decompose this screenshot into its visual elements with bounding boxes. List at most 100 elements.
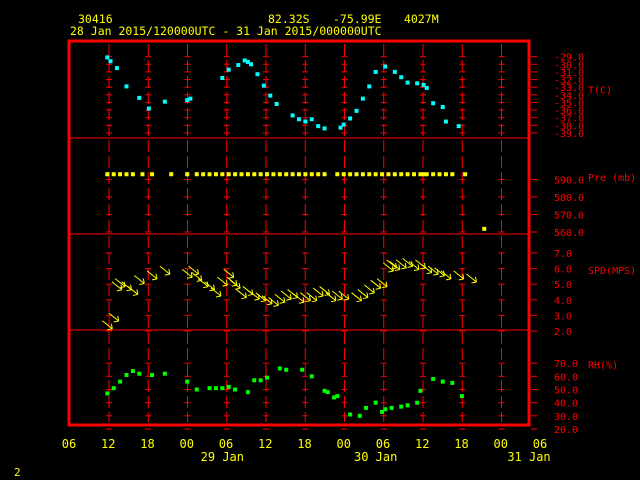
x-tick-label: 06 xyxy=(533,437,547,451)
wind-arrow-head xyxy=(369,292,375,295)
rh-point xyxy=(185,379,190,384)
wind-arrow-head xyxy=(458,278,464,281)
pressure-point xyxy=(213,172,218,177)
y-tick-label: -37.0 xyxy=(554,114,584,125)
temperature-point xyxy=(399,75,404,80)
wind-arrow xyxy=(248,290,260,300)
panel-label-pressure: Pre (mb) xyxy=(588,173,636,184)
pressure-point xyxy=(201,172,206,177)
rh-point xyxy=(124,373,129,378)
panel-label-rh: RH(%) xyxy=(588,361,618,372)
wind-arrow-head xyxy=(222,284,228,287)
wind-arrow-head xyxy=(113,320,119,323)
wind-arrow xyxy=(127,286,139,295)
pressure-point xyxy=(463,172,468,177)
page-number: 2 xyxy=(14,466,21,479)
pressure-point xyxy=(130,172,135,177)
rh-point xyxy=(364,405,369,410)
rh-point xyxy=(226,384,231,389)
rh-point xyxy=(450,380,455,385)
pressure-point xyxy=(297,172,301,177)
y-tick-label: -39.0 xyxy=(554,129,584,140)
rh-point xyxy=(194,387,199,392)
pressure-point xyxy=(405,172,410,177)
rh-point xyxy=(111,386,116,391)
wind-arrow xyxy=(453,270,465,280)
pressure-point xyxy=(245,172,250,177)
pressure-point xyxy=(185,172,190,177)
pressure-point xyxy=(309,172,314,177)
pressure-point xyxy=(290,172,295,177)
wind-arrow-head xyxy=(404,262,407,269)
rh-point xyxy=(220,386,225,391)
pressure-point xyxy=(233,172,238,177)
wind-arrow-head xyxy=(247,293,253,296)
pressure-point xyxy=(226,172,231,177)
temperature-point xyxy=(261,83,266,88)
rh-point xyxy=(258,378,263,383)
wind-arrow xyxy=(210,287,222,297)
wind-arrow-head xyxy=(420,267,426,270)
wind-arrow xyxy=(421,264,433,273)
temperature-point xyxy=(322,126,327,131)
pressure-point xyxy=(169,172,174,177)
y-tick-label: -36.0 xyxy=(554,106,584,117)
chart-frame xyxy=(67,39,531,427)
pressure-point xyxy=(482,226,487,231)
y-tick-label: 590.0 xyxy=(554,176,584,187)
temperature-point xyxy=(124,84,129,89)
pressure-point xyxy=(265,172,270,177)
wind-arrow-head xyxy=(462,273,465,279)
wind-arrow-head xyxy=(276,300,279,306)
y-tick-label: 70.0 xyxy=(554,359,578,370)
wind-arrow xyxy=(351,292,362,302)
wind-arrow-head xyxy=(360,295,362,301)
pressure-point xyxy=(431,172,436,177)
y-tick-label: 580.0 xyxy=(554,193,584,204)
x-tick-label: 06 xyxy=(376,437,390,451)
pressure-point xyxy=(140,172,145,177)
wind-arrow-head xyxy=(273,304,279,307)
wind-arrow xyxy=(293,293,305,303)
temperature-point xyxy=(360,96,365,101)
wind-arrow xyxy=(181,268,193,278)
y-tick-label: -34.0 xyxy=(554,91,584,102)
y-tick-label: 6.0 xyxy=(554,265,572,276)
pressure-point xyxy=(421,172,426,177)
temperature-point xyxy=(188,96,193,101)
rh-point xyxy=(137,371,142,376)
wind-arrow xyxy=(188,265,199,275)
pressure-point xyxy=(354,172,359,177)
wind-arrow xyxy=(223,268,235,278)
wind-arrow xyxy=(191,272,203,281)
wind-arrow xyxy=(261,295,273,305)
y-tick-label: 30.0 xyxy=(554,412,578,423)
wind-arrow-head xyxy=(308,295,311,301)
pressure-point xyxy=(194,172,199,177)
temperature-point xyxy=(236,63,241,68)
y-tick-label: -35.0 xyxy=(554,98,584,109)
pressure-point xyxy=(360,172,365,177)
rh-point xyxy=(277,366,282,371)
wind-arrow-head xyxy=(228,276,234,279)
x-tick-label: 12 xyxy=(415,437,429,451)
wind-arrow-head xyxy=(413,268,420,271)
wind-arrow-head xyxy=(302,297,305,303)
wind-arrow xyxy=(332,290,343,300)
wind-arrow-head xyxy=(340,294,343,300)
wind-arrow-head xyxy=(318,295,324,298)
wind-arrow-head xyxy=(235,279,238,286)
rh-point xyxy=(418,388,423,393)
x-tick-label: 00 xyxy=(494,437,508,451)
pressure-point xyxy=(335,172,340,177)
wind-arrow-head xyxy=(110,323,113,329)
pressure-point xyxy=(207,172,212,177)
pressure-point xyxy=(252,172,257,177)
panel-label-temperature: T(C) xyxy=(588,86,612,97)
rh-point xyxy=(265,375,270,380)
wind-arrow xyxy=(111,281,123,291)
x-tick-label: 12 xyxy=(258,437,272,451)
rh-point xyxy=(348,412,353,417)
wind-arrow-head xyxy=(235,287,241,290)
y-tick-label: -29.0 xyxy=(554,53,584,64)
